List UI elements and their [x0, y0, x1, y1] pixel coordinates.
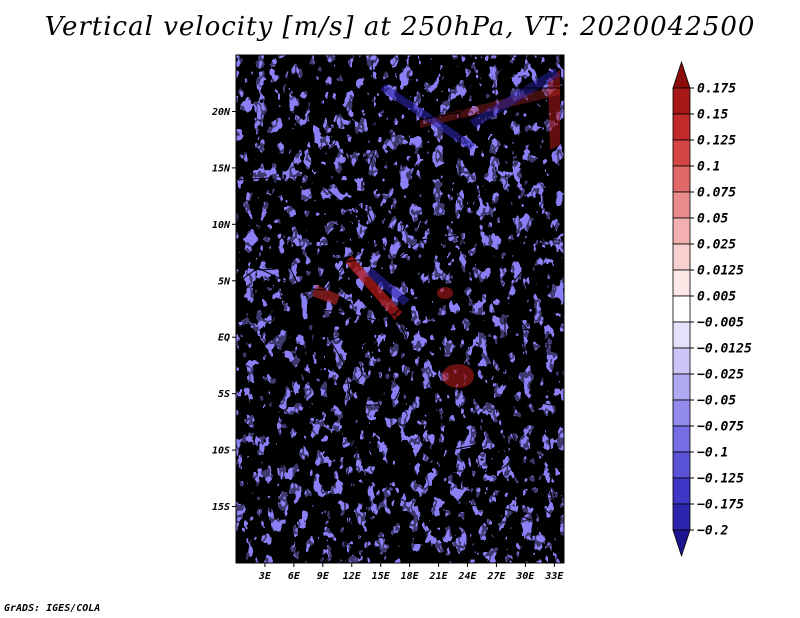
colorbar-swatch [672, 139, 691, 167]
lon-label: 18E [401, 571, 420, 582]
strong-sinking-bands [366, 68, 560, 306]
colorbar-level-label: −0.005 [697, 316, 744, 331]
grads-credit: GrADS: IGES/COLA [4, 603, 101, 614]
lat-label: 20N [211, 107, 231, 118]
coastline [237, 267, 356, 563]
longitude-axis: 3E 6E 9E 12E 15E 18E 21E 24E 27E 30E 33E [258, 563, 564, 582]
velocity-field [236, 55, 564, 563]
colorbar-level-label: −0.2 [697, 524, 728, 539]
colorbar-swatch [672, 217, 691, 245]
colorbar-level-label: 0.15 [697, 108, 728, 123]
colorbar-level-label: −0.075 [697, 420, 744, 435]
lat-label: 15S [212, 502, 230, 513]
colorbar: 0.175 0.15 0.125 0.1 0.075 0.05 0.025 0.0125 0.0… [672, 60, 752, 558]
colorbar-level-label: −0.05 [697, 394, 736, 409]
colorbar-swatch [672, 191, 691, 219]
colorbar-bottom-arrow [672, 529, 691, 558]
colorbar-swatch [672, 399, 691, 427]
lon-label: 21E [429, 571, 449, 582]
colorbar-level-label: 0.1 [697, 160, 720, 175]
colorbar-swatch [672, 321, 691, 349]
lon-label: 9E [317, 571, 330, 582]
colorbar-swatch [672, 451, 691, 479]
colorbar-swatch [672, 373, 691, 401]
colorbar-level-label: 0.025 [697, 238, 736, 253]
lat-label: 5N [218, 276, 231, 287]
colorbar-level-label: 0.175 [697, 82, 736, 97]
lon-label: 24E [457, 571, 477, 582]
colorbar-level-label: 0.05 [697, 212, 728, 227]
lon-label: 3E [258, 571, 272, 582]
colorbar-swatch [672, 295, 691, 323]
colorbar-swatch [672, 425, 691, 453]
colorbar-level-label: 0.005 [697, 290, 736, 305]
colorbar-level-label: −0.0125 [697, 342, 752, 357]
lon-label: 30E [515, 571, 535, 582]
map-frame [235, 54, 565, 564]
colorbar-level-label: −0.025 [697, 368, 744, 383]
colorbar-swatch [672, 503, 691, 531]
lon-label: 33E [544, 571, 564, 582]
lon-label: 27E [486, 571, 506, 582]
colorbar-swatch [672, 87, 691, 115]
colorbar-level-label: 0.0125 [697, 264, 744, 279]
latitude-axis: 20N 15N 10N 5N EQ 5S 10S 15S [211, 107, 236, 513]
colorbar-level-label: 0.075 [697, 186, 736, 201]
colorbar-level-label: −0.125 [697, 472, 744, 487]
lat-label: 10N [212, 220, 231, 231]
colorbar-level-label: −0.175 [697, 498, 744, 513]
lat-label: 10S [212, 446, 230, 457]
colorbar-swatch [672, 113, 691, 141]
colorbar-level-label: 0.125 [697, 134, 736, 149]
colorbar-top-arrow [672, 60, 691, 89]
colorbar-swatch [672, 243, 691, 271]
lat-label: 15N [212, 163, 231, 174]
lat-label: 5S [218, 389, 230, 400]
lon-label: 6E [288, 571, 301, 582]
colorbar-level-label: −0.1 [697, 446, 728, 461]
lon-label: 15E [372, 571, 391, 582]
colorbar-swatch [672, 165, 691, 193]
lat-label: EQ [218, 333, 230, 344]
colorbar-swatch [672, 477, 691, 505]
lake-outlines [505, 327, 556, 511]
colorbar-swatch [672, 347, 691, 375]
lon-label: 12E [343, 571, 362, 582]
map-title: Vertical velocity [m/s] at 250hPa, VT: 2… [44, 12, 756, 42]
colorbar-swatch [672, 269, 691, 297]
